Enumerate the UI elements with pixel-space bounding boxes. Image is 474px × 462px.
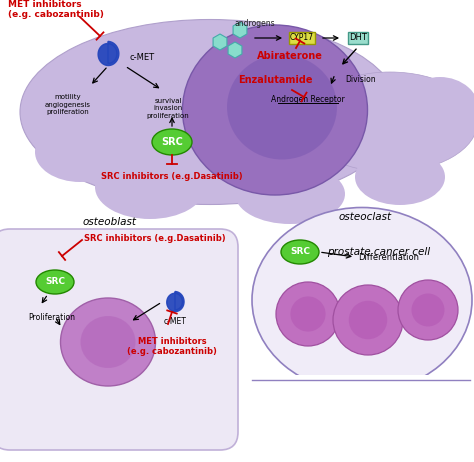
Text: prostate cancer cell: prostate cancer cell (327, 247, 430, 257)
Ellipse shape (250, 379, 266, 409)
Text: MET inhibitors
(e.g. cabozantinib): MET inhibitors (e.g. cabozantinib) (127, 337, 217, 356)
Ellipse shape (353, 379, 369, 409)
Text: Abiraterone: Abiraterone (257, 51, 323, 61)
Ellipse shape (36, 270, 74, 294)
Ellipse shape (374, 379, 390, 409)
Ellipse shape (227, 55, 337, 159)
Text: SRC: SRC (45, 278, 65, 286)
Ellipse shape (400, 77, 474, 147)
Ellipse shape (349, 301, 387, 339)
Ellipse shape (398, 280, 458, 340)
Text: SRC: SRC (290, 248, 310, 256)
Ellipse shape (333, 285, 403, 355)
Text: Division: Division (345, 75, 375, 85)
Text: SRC: SRC (161, 137, 183, 147)
Ellipse shape (281, 240, 319, 264)
Text: motility
angiogenesis
proliferation: motility angiogenesis proliferation (45, 94, 91, 115)
Ellipse shape (291, 379, 307, 409)
Text: androgens: androgens (235, 19, 275, 29)
Bar (248, 375, 474, 440)
Ellipse shape (95, 155, 205, 219)
Text: survival
invasion
proliferation: survival invasion proliferation (146, 98, 190, 119)
FancyBboxPatch shape (0, 229, 238, 450)
Ellipse shape (276, 282, 340, 346)
Text: Enzalutamide: Enzalutamide (238, 75, 312, 85)
Ellipse shape (394, 379, 410, 409)
Ellipse shape (312, 379, 328, 409)
Ellipse shape (20, 19, 400, 205)
Text: SRC inhibitors (e.g.Dasatinib): SRC inhibitors (e.g.Dasatinib) (101, 172, 243, 181)
Ellipse shape (35, 122, 125, 182)
Text: CYP17: CYP17 (290, 34, 314, 43)
Ellipse shape (271, 379, 287, 409)
Text: Androgen Receptor: Androgen Receptor (271, 95, 345, 103)
Text: Proliferation: Proliferation (28, 313, 75, 322)
Ellipse shape (415, 379, 431, 409)
Polygon shape (167, 292, 184, 311)
Ellipse shape (456, 379, 472, 409)
Ellipse shape (332, 379, 348, 409)
Text: DHT: DHT (349, 34, 367, 43)
Text: SRC inhibitors (e.g.Dasatinib): SRC inhibitors (e.g.Dasatinib) (84, 234, 226, 243)
Text: Differentiation: Differentiation (358, 253, 419, 261)
Text: MET inhibitors
(e.g. cabozantinib): MET inhibitors (e.g. cabozantinib) (8, 0, 104, 19)
Ellipse shape (182, 25, 367, 195)
Text: osteoblast: osteoblast (83, 217, 137, 227)
Text: osteoclast: osteoclast (338, 212, 392, 222)
Ellipse shape (291, 297, 326, 332)
Ellipse shape (436, 379, 451, 409)
Ellipse shape (411, 293, 445, 327)
Ellipse shape (81, 316, 136, 368)
Ellipse shape (152, 129, 192, 155)
Ellipse shape (355, 149, 445, 205)
Ellipse shape (61, 298, 155, 386)
Text: c-MET: c-MET (130, 53, 155, 61)
Ellipse shape (302, 72, 474, 172)
Ellipse shape (252, 207, 472, 393)
Polygon shape (98, 42, 119, 66)
Ellipse shape (235, 164, 345, 224)
Text: c-MET: c-MET (164, 317, 186, 326)
